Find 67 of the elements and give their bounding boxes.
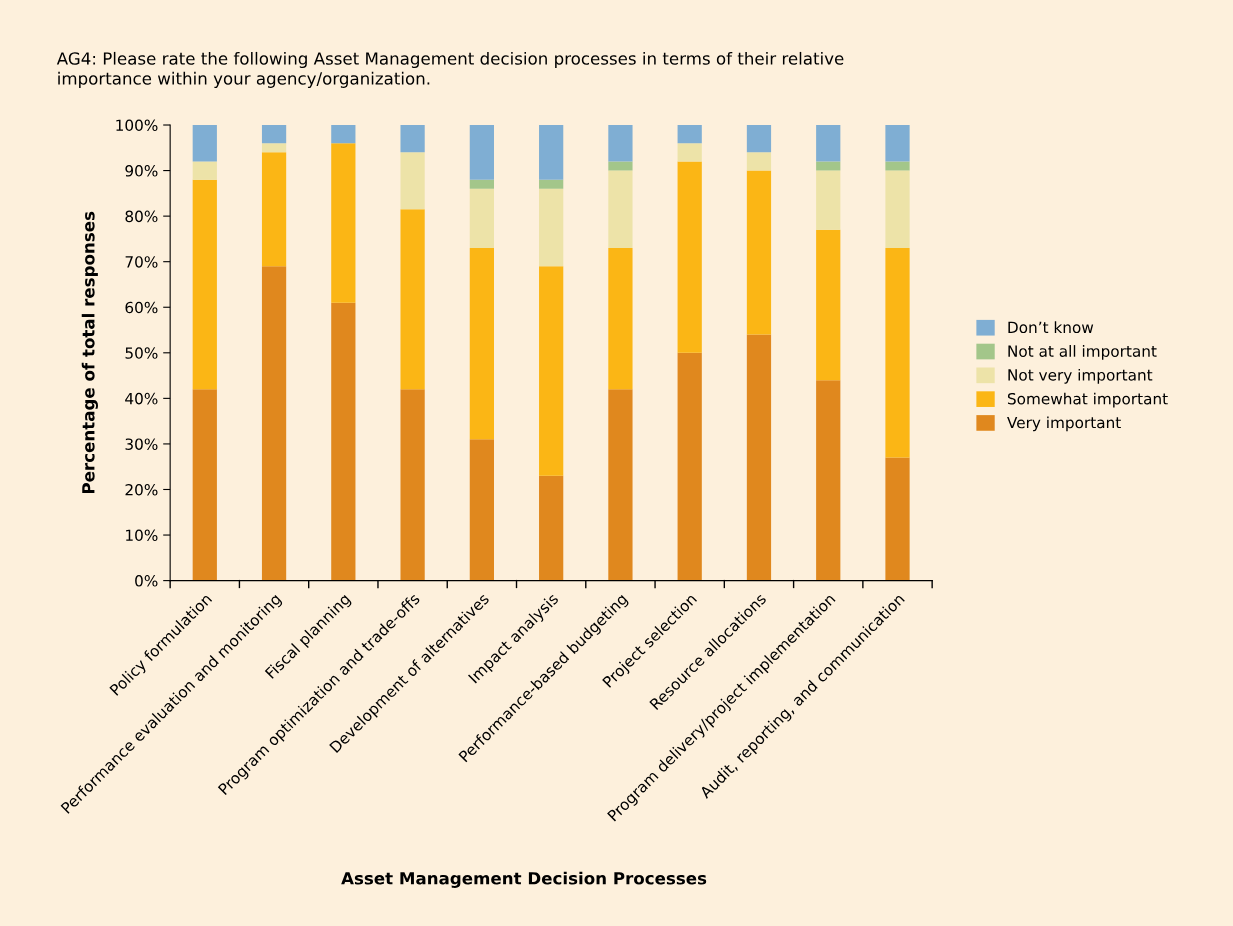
bar <box>331 143 356 303</box>
legend-label: Not at all important <box>1008 345 1157 360</box>
y-tick-label: 10% <box>126 529 158 542</box>
y-tick-label: 60% <box>125 301 158 314</box>
bar <box>400 152 425 210</box>
bar <box>469 179 494 189</box>
bar <box>608 389 633 581</box>
bar <box>192 179 217 390</box>
y-tick-label: 100% <box>116 119 158 132</box>
y-tick-label: 0% <box>135 575 158 587</box>
bar <box>192 389 217 581</box>
bar <box>469 439 494 581</box>
bar <box>261 266 287 581</box>
bar <box>816 229 841 381</box>
bar <box>400 389 425 581</box>
y-tick-label: 30% <box>125 438 158 450</box>
bar <box>261 152 287 267</box>
bar <box>885 457 910 581</box>
y-tick-label: 90% <box>125 165 158 177</box>
bar <box>539 475 564 581</box>
bar <box>400 209 425 390</box>
bar <box>885 248 910 458</box>
bar <box>746 170 772 335</box>
bar <box>885 161 910 171</box>
y-tick-label: 80% <box>125 210 158 223</box>
x-axis-title: Asset Management Decision Processes <box>341 871 707 888</box>
bar <box>539 188 564 267</box>
bar <box>469 248 494 440</box>
bar <box>469 125 494 180</box>
bar <box>885 125 910 162</box>
bar <box>469 188 494 249</box>
bar <box>539 179 564 189</box>
bar <box>400 125 425 153</box>
bar <box>677 352 702 581</box>
bar <box>816 170 841 230</box>
bar <box>192 125 217 162</box>
bar <box>746 125 772 153</box>
y-tick-label: 50% <box>125 347 158 359</box>
legend-label: Not very important <box>1008 368 1153 384</box>
bar <box>816 380 841 581</box>
bar <box>608 170 633 249</box>
bar <box>746 334 772 581</box>
bar <box>261 143 287 153</box>
bar <box>192 161 217 180</box>
bar <box>677 143 702 162</box>
legend-label: Don’t know <box>1008 321 1094 334</box>
bar <box>746 152 772 171</box>
bar <box>608 248 633 390</box>
bar <box>331 302 356 581</box>
y-tick-label: 40% <box>125 392 158 405</box>
y-tick-label: 70% <box>125 256 158 268</box>
bar <box>608 125 633 162</box>
bar <box>677 161 702 353</box>
bar <box>608 161 633 171</box>
bar <box>816 161 841 171</box>
bar <box>885 170 910 249</box>
chart-title: AG4: Please rate the following Asset Management decision processes in terms of their relative importance within your agency/organization. <box>56 51 844 88</box>
legend-label: Very important <box>1007 416 1121 432</box>
y-tick-label: 20% <box>125 483 158 496</box>
bar <box>677 125 702 144</box>
bar <box>261 125 287 144</box>
bar <box>539 266 564 476</box>
bar <box>816 125 841 162</box>
y-axis-title: Percentage of total responses <box>81 211 98 494</box>
bar <box>539 125 564 180</box>
bar <box>331 125 356 144</box>
legend-label: Somewhat important <box>1007 392 1168 408</box>
